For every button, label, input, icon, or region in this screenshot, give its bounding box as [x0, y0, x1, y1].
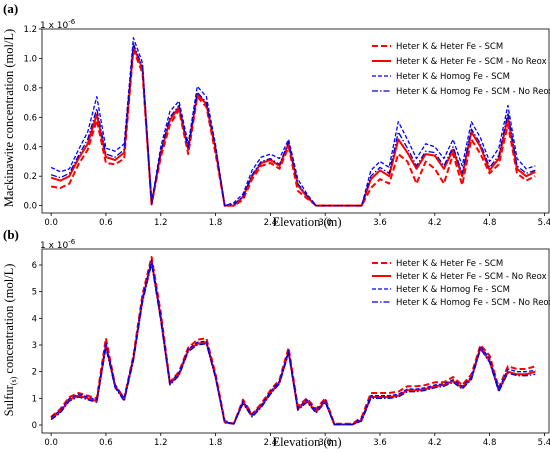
- y-tick-label-a-2: 0.4: [23, 143, 37, 153]
- legend-entry-b-2: Heter K & Homog Fe - SCM: [396, 285, 510, 295]
- x-axis-label-a: Elevation (m): [272, 215, 341, 229]
- x-tick-label-b-3: 1.8: [209, 438, 223, 448]
- multiplier-base-b: 1 x 10: [40, 241, 69, 251]
- multiplier-label-b: 1 x 10-6: [40, 238, 76, 251]
- y-tick-label-b-5: 5: [32, 288, 37, 298]
- plot-frame-a: [41, 28, 550, 214]
- series-line-a-2: [50, 37, 536, 207]
- multiplier-exp-a: -6: [68, 18, 76, 26]
- legend-entry-b-0: Heter K & Heter Fe - SCM: [396, 259, 503, 269]
- plot-area-a: 0.0 0.6 1.2 1.8 2.4 3.0 3.6 4.2 4.8 5.4 0.0 0.2 0.4 0…: [23, 25, 550, 228]
- x-tick-label-b-5: 3.0: [318, 438, 332, 448]
- series-line-b-2: [50, 259, 536, 425]
- plot-frame-b: [41, 248, 550, 434]
- y-tick-label-b-0: 0: [32, 421, 37, 431]
- panel-label-a: (a): [3, 1, 18, 16]
- y-tick-label-a-6: 1.2: [23, 25, 37, 35]
- x-tick-label-a-8: 4.8: [483, 218, 497, 228]
- x-tick-label-a-3: 1.8: [209, 218, 223, 228]
- chart-panel-a: (a) 1 x 10-6 Elevation (m) Mackinawite c…: [2, 1, 550, 229]
- x-tick-label-b-8: 4.8: [483, 438, 497, 448]
- y-tick-label-b-3: 3: [32, 341, 37, 351]
- y-tick-label-b-4: 4: [32, 314, 37, 324]
- legend-entry-a-2: Heter K & Homog Fe - SCM: [396, 72, 510, 82]
- legend-entry-b-3: Heter K & Homog Fe - SCM - No Reox: [396, 298, 550, 308]
- legend-entry-b-1: Heter K & Heter Fe - SCM - No Reox: [396, 272, 547, 282]
- legend-entry-a-3: Heter K & Homog Fe - SCM - No Reox: [396, 87, 550, 97]
- y-axis-label-b: Sulfur(s) concentration (mol/L): [2, 264, 18, 417]
- y-axis-label-b-sub: (s): [9, 376, 18, 385]
- y-axis-label-b-rest: concentration (mol/L): [2, 264, 16, 377]
- x-tick-label-a-0: 0.0: [44, 218, 58, 228]
- y-tick-label-b-6: 6: [32, 261, 37, 271]
- x-tick-label-b-0: 0.0: [44, 438, 58, 448]
- x-tick-label-b-2: 1.2: [154, 438, 168, 448]
- x-tick-label-b-1: 0.6: [99, 438, 113, 448]
- legend-a: Heter K & Heter Fe - SCM Heter K & Heter…: [372, 42, 550, 97]
- multiplier-exp-b: -6: [68, 238, 76, 246]
- legend-entry-a-0: Heter K & Heter Fe - SCM: [396, 42, 503, 52]
- legend-entry-a-1: Heter K & Heter Fe - SCM - No Reox: [396, 57, 547, 67]
- multiplier-base-a: 1 x 10: [40, 21, 69, 31]
- y-axis-label-a: Mackinawite concentration (mol/L): [2, 29, 16, 207]
- panel-label-b: (b): [3, 227, 19, 242]
- plot-area-b: 0.0 0.6 1.2 1.8 2.4 3.0 3.6 4.2 4.8 5.4 0 1 2 3 4 5 6: [32, 256, 550, 448]
- chart-panel-b: (b) 1 x 10-6 Elevation (m) Sulfur(s) con…: [2, 227, 550, 449]
- y-tick-label-a-5: 1.0: [23, 54, 37, 64]
- x-tick-label-b-9: 5.4: [538, 438, 550, 448]
- x-tick-label-b-4: 2.4: [264, 438, 278, 448]
- x-tick-label-a-6: 3.6: [373, 218, 387, 228]
- y-tick-label-a-3: 0.6: [23, 113, 37, 123]
- y-tick-label-a-0: 0.0: [23, 202, 37, 212]
- x-tick-label-a-9: 5.4: [538, 218, 550, 228]
- x-tick-label-a-4: 2.4: [264, 218, 278, 228]
- multiplier-label-a: 1 x 10-6: [40, 18, 76, 31]
- x-tick-label-a-2: 1.2: [154, 218, 168, 228]
- x-tick-label-a-5: 3.0: [318, 218, 332, 228]
- x-tick-label-b-7: 4.2: [428, 438, 442, 448]
- x-axis-label-b: Elevation (m): [272, 435, 341, 449]
- series-line-b-3: [50, 263, 536, 426]
- y-tick-label-b-1: 1: [32, 394, 37, 404]
- legend-b: Heter K & Heter Fe - SCM Heter K & Heter…: [372, 259, 550, 308]
- y-tick-label-b-2: 2: [32, 368, 37, 378]
- x-tick-label-a-7: 4.2: [428, 218, 442, 228]
- y-tick-label-a-4: 0.8: [23, 84, 37, 94]
- series-line-a-3: [50, 43, 536, 207]
- y-axis-label-b-main: Sulfur: [2, 384, 16, 416]
- x-tick-label-a-1: 0.6: [99, 218, 113, 228]
- y-tick-label-a-1: 0.2: [23, 172, 37, 182]
- x-tick-label-b-6: 3.6: [373, 438, 387, 448]
